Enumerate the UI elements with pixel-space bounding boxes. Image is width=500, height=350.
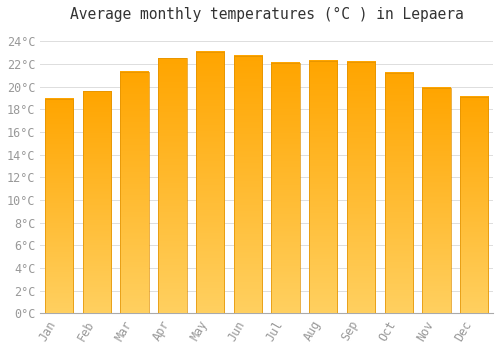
Bar (309, 61, 338, 313)
Bar (347, 62, 375, 313)
Bar (272, 63, 299, 313)
Bar (158, 58, 186, 313)
Bar (83, 91, 111, 313)
Bar (196, 51, 224, 313)
Bar (422, 88, 450, 313)
Bar (120, 72, 149, 313)
Bar (460, 97, 488, 313)
Bar (45, 99, 74, 313)
Bar (234, 56, 262, 313)
Title: Average monthly temperatures (°C ) in Lepaera: Average monthly temperatures (°C ) in Le… (70, 7, 464, 22)
Bar (384, 73, 413, 313)
